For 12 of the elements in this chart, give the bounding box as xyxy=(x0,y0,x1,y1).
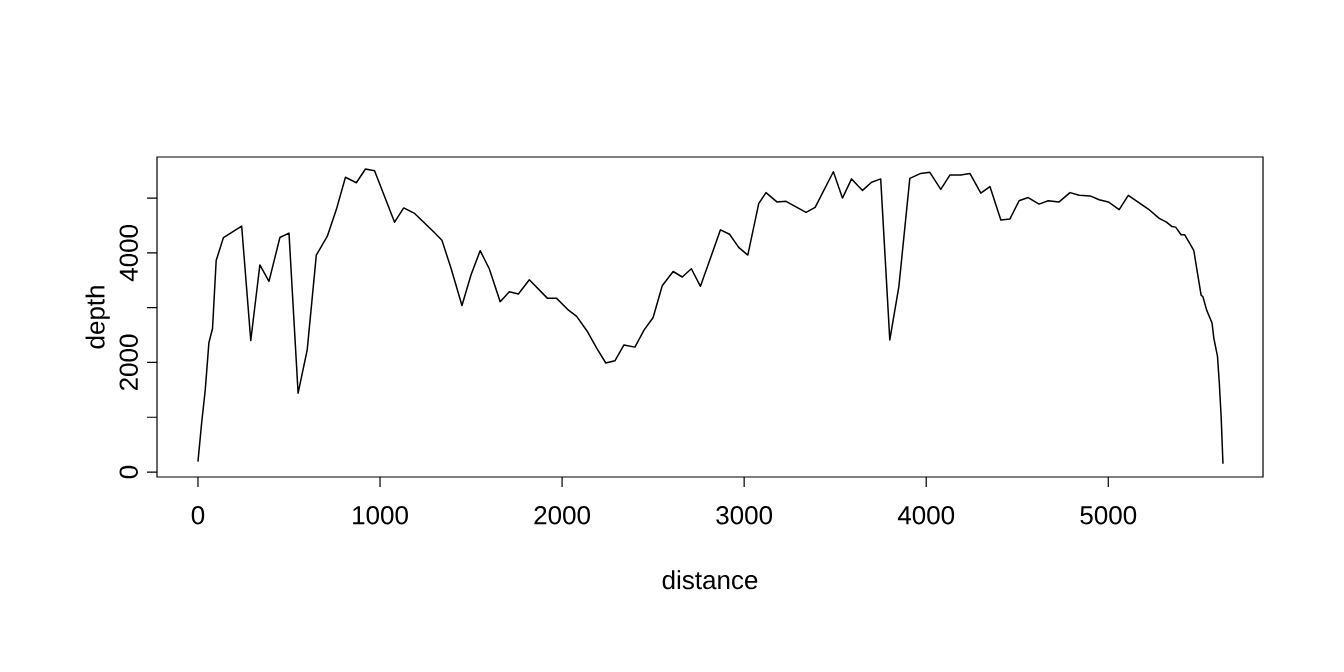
x-tick-label: 5000 xyxy=(1080,506,1137,525)
x-tick-label: 4000 xyxy=(897,506,955,525)
x-tick-label: 3000 xyxy=(716,506,773,525)
x-tick-label: 0 xyxy=(191,506,205,525)
x-axis-title: distance xyxy=(662,570,758,590)
y-tick-label: 2000 xyxy=(119,334,138,391)
y-tick-label: 4000 xyxy=(119,224,138,282)
y-axis-title: depth xyxy=(85,286,110,349)
line-series xyxy=(197,168,1224,465)
y-tick-label: 0 xyxy=(119,465,138,479)
x-tick-label: 1000 xyxy=(353,506,408,525)
x-tick-label: 2000 xyxy=(534,506,590,525)
